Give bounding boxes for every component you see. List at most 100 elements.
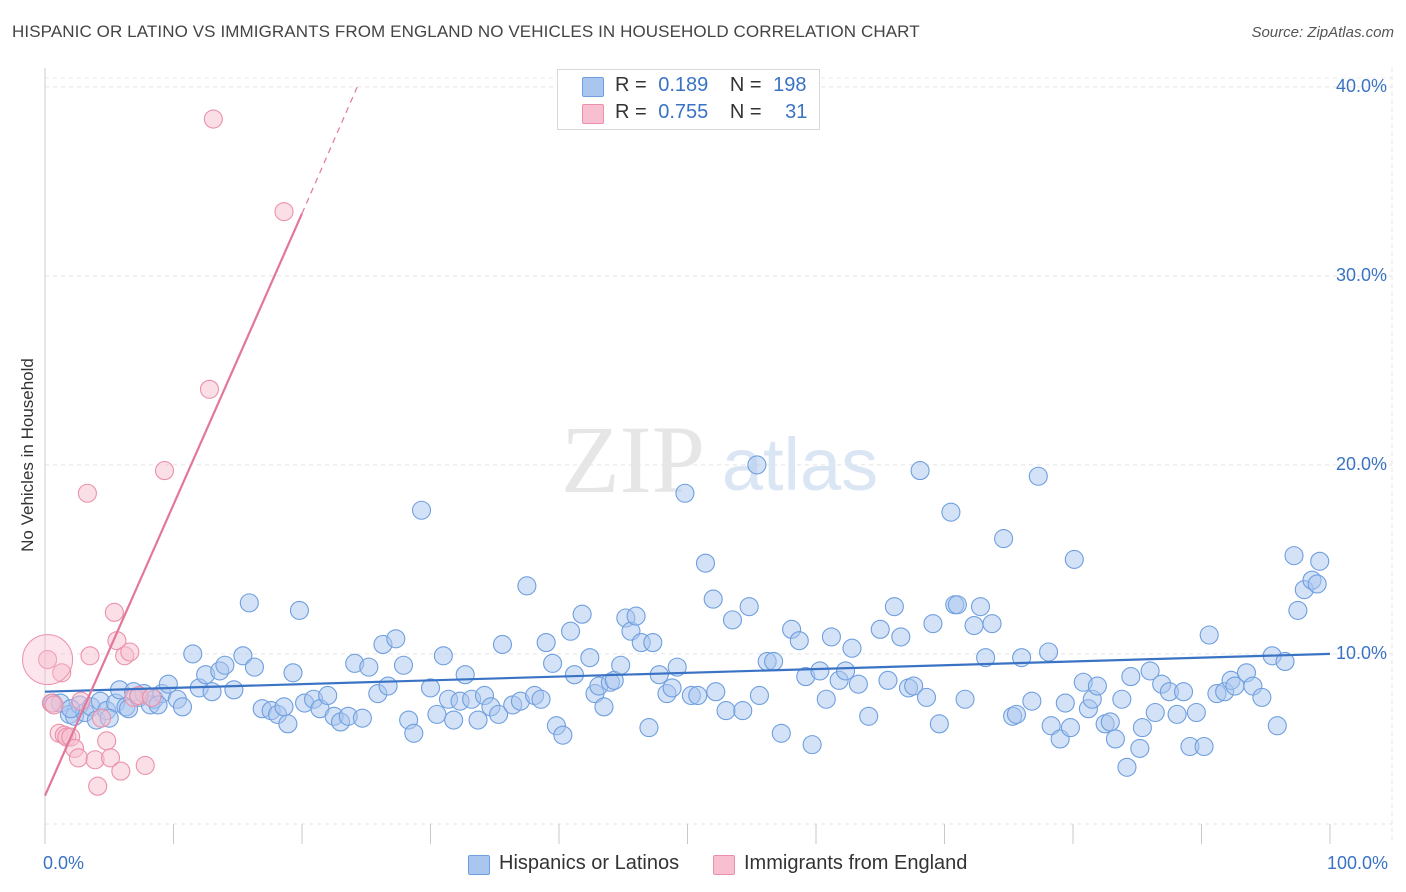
data-point-england	[154, 461, 175, 481]
data-point-hispanics	[183, 644, 203, 664]
data-point-england	[274, 202, 294, 222]
data-point-hispanics	[870, 619, 890, 639]
trend-lines	[43, 86, 1331, 797]
trend-line-england-extension	[301, 86, 358, 214]
data-point-hispanics	[1145, 702, 1165, 723]
data-point-hispanics	[404, 723, 424, 743]
data-point-hispanics	[789, 631, 809, 651]
data-point-england	[77, 483, 97, 503]
data-point-england	[111, 761, 131, 781]
series-legend-swatch-blue	[468, 855, 490, 875]
data-point-england	[120, 642, 140, 662]
data-point-hispanics	[1039, 642, 1059, 662]
data-point-hispanics	[393, 655, 414, 675]
chart-source: Source: ZipAtlas.com	[1251, 24, 1394, 41]
data-point-hispanics	[1041, 716, 1061, 736]
data-point-hispanics	[764, 651, 784, 672]
series-legend-label: Immigrants from England	[744, 852, 968, 874]
data-point-hispanics	[553, 725, 573, 745]
axes	[44, 68, 1393, 844]
data-point-hispanics	[891, 627, 911, 647]
data-point-hispanics	[378, 676, 398, 696]
watermark-atlas: atlas	[722, 423, 878, 506]
data-point-hispanics	[278, 714, 298, 734]
data-point-hispanics	[816, 689, 836, 709]
data-point-hispanics	[626, 606, 646, 626]
data-point-hispanics	[643, 633, 663, 653]
data-point-hispanics	[955, 689, 975, 709]
legend-swatch-pink	[582, 104, 604, 124]
data-point-hispanics	[662, 678, 682, 698]
data-point-hispanics	[1173, 682, 1194, 702]
data-point-hispanics	[386, 629, 406, 649]
legend-r-value: 0.755	[658, 101, 709, 123]
data-point-hispanics	[411, 500, 432, 520]
series-legend-swatch-pink	[713, 855, 735, 875]
data-point-hispanics	[878, 670, 898, 690]
trend-line-england	[43, 213, 304, 797]
data-point-hispanics	[904, 676, 924, 696]
data-point-hispanics	[455, 665, 475, 685]
data-point-hispanics	[1267, 716, 1287, 736]
series-england-points	[22, 109, 294, 796]
data-point-hispanics	[1022, 691, 1042, 711]
y-tick-label: 40.0%	[1336, 75, 1388, 96]
data-point-hispanics	[580, 648, 600, 668]
data-point-hispanics	[688, 685, 708, 706]
data-point-hispanics	[1121, 667, 1141, 687]
data-point-hispanics	[536, 633, 556, 653]
y-axis-title: No Vehicles in Household	[18, 358, 37, 552]
data-point-hispanics	[352, 708, 372, 728]
data-point-hispanics	[667, 657, 687, 677]
data-point-hispanics	[1252, 687, 1272, 707]
data-point-hispanics	[1167, 704, 1187, 724]
data-point-hispanics	[1275, 651, 1295, 672]
data-point-hispanics	[1064, 549, 1084, 569]
trend-line-hispanics	[44, 652, 1331, 693]
data-point-hispanics	[1288, 600, 1308, 620]
data-point-england	[88, 776, 108, 796]
data-point-hispanics	[703, 589, 723, 609]
data-point-england-large	[22, 634, 74, 686]
data-point-hispanics	[1186, 702, 1206, 723]
data-point-england	[142, 687, 162, 707]
chart-title: HISPANIC OR LATINO VS IMMIGRANTS FROM EN…	[12, 22, 920, 41]
x-tick-label-min: 0.0%	[43, 853, 85, 873]
data-point-hispanics	[517, 576, 537, 596]
data-point-hispanics	[489, 704, 509, 724]
data-point-hispanics	[675, 483, 695, 503]
data-point-hispanics	[202, 682, 222, 702]
data-point-hispanics	[468, 710, 488, 730]
data-point-hispanics	[1087, 676, 1107, 696]
data-point-hispanics	[1284, 546, 1304, 566]
data-point-hispanics	[982, 614, 1002, 634]
data-point-england	[199, 379, 220, 399]
data-point-hispanics	[821, 627, 841, 647]
y-tick-label: 20.0%	[1336, 453, 1388, 474]
y-tick-label: 10.0%	[1336, 642, 1388, 663]
data-point-hispanics	[239, 593, 259, 613]
data-point-hispanics	[1140, 661, 1160, 681]
data-point-hispanics	[444, 710, 464, 730]
data-point-hispanics	[1130, 738, 1150, 758]
series-legend: Hispanics or Latinos Immigrants from Eng…	[0, 852, 1406, 878]
data-point-hispanics	[1006, 704, 1027, 724]
data-point-hispanics	[564, 665, 584, 685]
data-point-england	[44, 695, 64, 715]
data-point-hispanics	[172, 697, 193, 717]
data-point-hispanics	[531, 689, 551, 709]
data-point-hispanics	[929, 714, 949, 734]
series-legend-label: Hispanics or Latinos	[499, 852, 680, 874]
x-tick-label-max: 100.0%	[1327, 853, 1389, 873]
data-point-hispanics	[1194, 736, 1214, 757]
legend-r-value: 0.189	[658, 74, 709, 96]
data-point-hispanics	[1028, 466, 1048, 486]
legend-n-label: N =	[729, 101, 762, 123]
data-point-hispanics	[1055, 693, 1075, 713]
data-point-hispanics	[716, 701, 736, 721]
data-point-hispanics	[923, 614, 943, 634]
data-point-hispanics	[941, 502, 961, 522]
data-point-hispanics	[802, 735, 822, 755]
data-point-hispanics	[244, 657, 265, 677]
data-point-hispanics	[842, 638, 862, 658]
